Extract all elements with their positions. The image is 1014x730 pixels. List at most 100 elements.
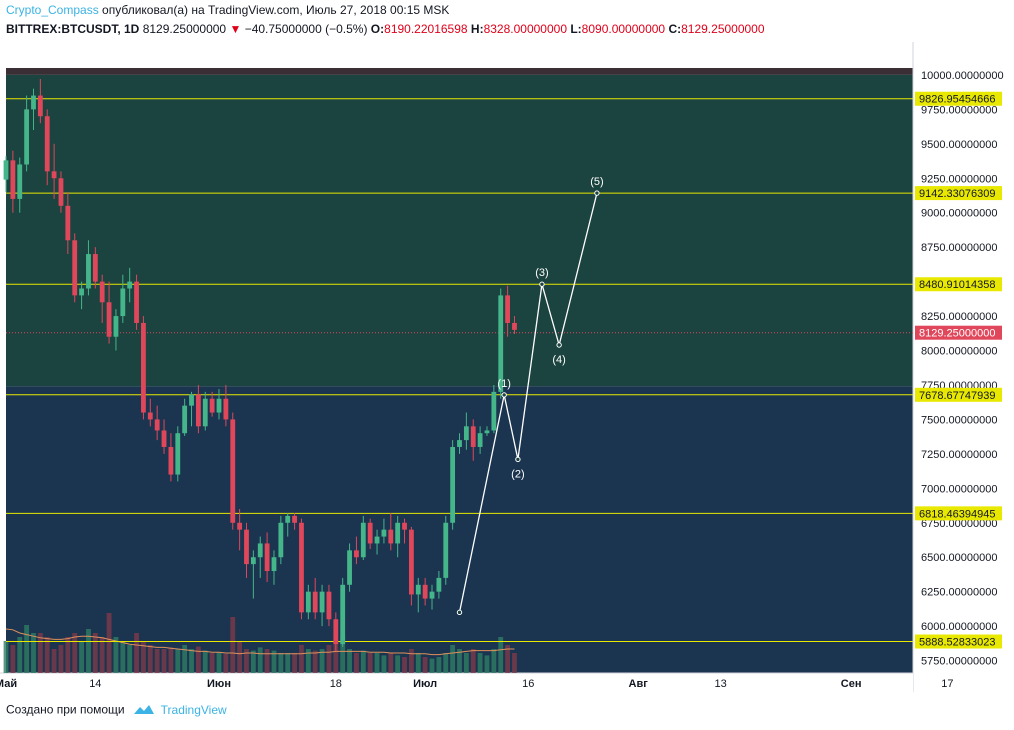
tradingview-logo-icon[interactable]: [133, 702, 155, 719]
volume-bar: [127, 645, 133, 673]
candle-body: [326, 591, 332, 620]
candle-body: [79, 288, 84, 296]
candle-body: [422, 584, 428, 599]
y-tick-label: 7000.00000000: [921, 483, 997, 495]
volume-bar: [72, 633, 78, 673]
y-tick-label: 7250.00000000: [921, 449, 997, 461]
candle-body: [388, 529, 394, 544]
y-tick-label: 8000.00000000: [921, 346, 997, 358]
ohlc-line: BITTREX:BTCUSDT, 1D 8129.25000000 ▼ −40.…: [6, 22, 765, 36]
x-tick-label: 18: [330, 678, 342, 690]
level-badge-label: 9142.33076309: [919, 188, 995, 200]
y-tick-label: 8750.00000000: [921, 242, 997, 254]
volume-bar: [292, 653, 297, 673]
candle-body: [175, 433, 181, 475]
y-tick-label: 9500.00000000: [921, 139, 997, 151]
candle-body: [457, 440, 462, 447]
y-tick-label: 10000.00000000: [921, 70, 1004, 82]
wave-point: [539, 281, 545, 287]
volume-bar: [154, 649, 160, 673]
x-tick-label: Июл: [413, 678, 437, 690]
volume-bar: [381, 655, 387, 673]
volume-ma-line: [5, 628, 515, 656]
volume-bar: [285, 653, 291, 673]
candle-body: [17, 164, 23, 199]
volume-bar: [175, 649, 181, 673]
publish-line: Crypto_Compass опубликовал(а) на Trading…: [6, 3, 449, 17]
volume-bar: [512, 653, 517, 673]
volume-bar: [250, 650, 256, 673]
volume-bar: [484, 655, 490, 673]
wave-label: (4): [552, 354, 565, 366]
x-tick-label: Май: [0, 678, 17, 690]
low-label: L:: [570, 22, 582, 36]
level-badge: [915, 387, 1002, 402]
tradingview-link[interactable]: TradingView: [160, 702, 227, 717]
last-price: 8129.25000000: [142, 22, 227, 36]
volume-bar: [271, 650, 277, 673]
candle-body: [65, 205, 71, 241]
volume-bar: [395, 655, 401, 673]
price-axis-panel: [913, 42, 1006, 692]
candle-body: [477, 433, 483, 447]
y-tick-label: 6750.00000000: [921, 518, 997, 530]
volume-bar: [326, 645, 332, 673]
candle-body: [147, 412, 153, 420]
candle-body: [367, 522, 373, 544]
volume-bar: [51, 649, 57, 673]
volume-bar: [161, 649, 167, 673]
candle-body: [402, 522, 407, 530]
candle-body: [505, 295, 511, 323]
current-price-badge: [915, 325, 1002, 340]
candle-body: [31, 95, 36, 110]
volume-bar: [3, 641, 9, 673]
volume-bar: [491, 649, 497, 673]
wave-label: (3): [535, 267, 548, 279]
candle-body: [230, 419, 236, 523]
close-label: C:: [668, 22, 682, 36]
x-tick-label: 14: [89, 678, 101, 690]
author-link[interactable]: Crypto_Compass: [6, 3, 99, 17]
price-chart[interactable]: (1) (2) (3) (4) (5) 5750.00000000 6000.0000000…: [0, 42, 1014, 698]
candle-body: [106, 302, 112, 337]
volume-bar: [415, 653, 421, 673]
volume-bar: [436, 657, 442, 673]
volume-bar: [113, 637, 119, 673]
candle-body: [285, 515, 291, 523]
volume-bar: [106, 613, 112, 673]
candle-body: [216, 398, 222, 413]
volume-bar: [319, 649, 325, 673]
candle-body: [278, 522, 284, 558]
candle-body: [202, 398, 208, 427]
elliott-wave-line: [458, 192, 598, 613]
candle-body: [470, 426, 476, 447]
volume-bar: [182, 645, 188, 673]
down-arrow-icon: ▼: [229, 22, 242, 36]
candle-body: [134, 281, 139, 323]
candle-body: [223, 398, 229, 420]
candle-body: [305, 591, 311, 613]
x-tick-label: 16: [522, 678, 534, 690]
volume-bar: [278, 653, 284, 673]
candle-body: [92, 254, 98, 282]
symbol-label: BITTREX:BTCUSDT, 1D: [6, 22, 140, 36]
candle-body: [37, 95, 43, 117]
volume-bar: [340, 637, 346, 673]
volume-bar: [402, 657, 407, 673]
y-tick-label: 9750.00000000: [921, 104, 997, 116]
price-change: −40.75000000 (−0.5%): [244, 22, 368, 36]
volume-bar: [505, 645, 511, 673]
candle-body: [250, 557, 256, 565]
candle-body: [168, 446, 174, 475]
volume-bar: [422, 657, 428, 673]
volume-bar: [168, 647, 174, 673]
candle-body: [10, 160, 16, 199]
volume-bar: [17, 637, 23, 673]
volume-bar: [408, 649, 414, 673]
level-badge-label: 7678.67747939: [919, 390, 995, 402]
wave-label: (1): [497, 378, 510, 390]
close-value: 8129.25000000: [681, 22, 765, 36]
candle-body: [498, 295, 504, 392]
volume-bar: [209, 653, 215, 673]
candle-body: [24, 109, 30, 165]
